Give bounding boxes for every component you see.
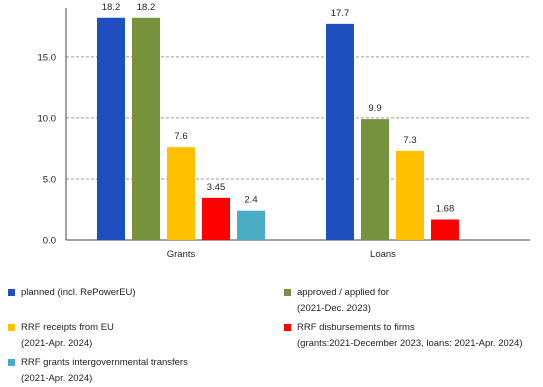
legend-label-period: (2021-Dec. 2023): [297, 303, 371, 314]
bar: [97, 17, 125, 241]
legend-label: planned (incl. RePowerEU): [21, 287, 136, 298]
legend-label-period: (2021-Apr. 2024): [21, 338, 93, 349]
bar-chart: 0.0 5.0 10.0 15.0 18.2 18.2 7.6 3.45 2.4 Grants 17…: [38, 2, 530, 260]
y-tick-label: 15.0: [38, 52, 57, 63]
data-label: 17.7: [331, 8, 350, 19]
bar: [361, 119, 389, 240]
legend-swatch-planned: [8, 289, 15, 296]
data-label: 7.3: [403, 135, 416, 146]
legend-label: RRF receipts from EU: [21, 322, 114, 333]
data-label: 2.4: [244, 195, 257, 206]
y-tick-label: 0.0: [43, 236, 56, 247]
data-label: 9.9: [368, 103, 381, 114]
x-tick-label: Grants: [167, 249, 196, 260]
data-label: 18.2: [137, 2, 156, 13]
legend-swatch-receipts: [8, 324, 15, 331]
legend-label: RRF disbursements to firms: [297, 322, 415, 333]
bar: [431, 219, 459, 240]
y-tick-label: 10.0: [38, 113, 57, 124]
legend-swatch-transfers: [8, 359, 15, 366]
legend-label: RRF grants intergovernmental transfers: [21, 357, 188, 368]
data-label: 3.45: [207, 182, 226, 193]
bar: [237, 210, 265, 240]
legend-label: approved / applied for: [297, 287, 389, 298]
y-tick-label: 5.0: [43, 174, 56, 185]
bar: [326, 23, 354, 240]
legend-swatch-approved: [284, 289, 291, 296]
data-label: 7.6: [174, 131, 187, 142]
data-label: 18.2: [102, 2, 121, 13]
bar: [202, 197, 230, 240]
bar: [132, 17, 160, 241]
legend-label-period: (grants:2021-December 2023, loans: 2021-…: [297, 338, 523, 349]
legend-swatch-disbursements: [284, 324, 291, 331]
legend-label-period: (2021-Apr. 2024): [21, 373, 93, 384]
bar: [167, 147, 195, 240]
x-tick-label: Loans: [370, 249, 396, 260]
bar: [396, 150, 424, 240]
data-label: 1.68: [436, 203, 455, 214]
